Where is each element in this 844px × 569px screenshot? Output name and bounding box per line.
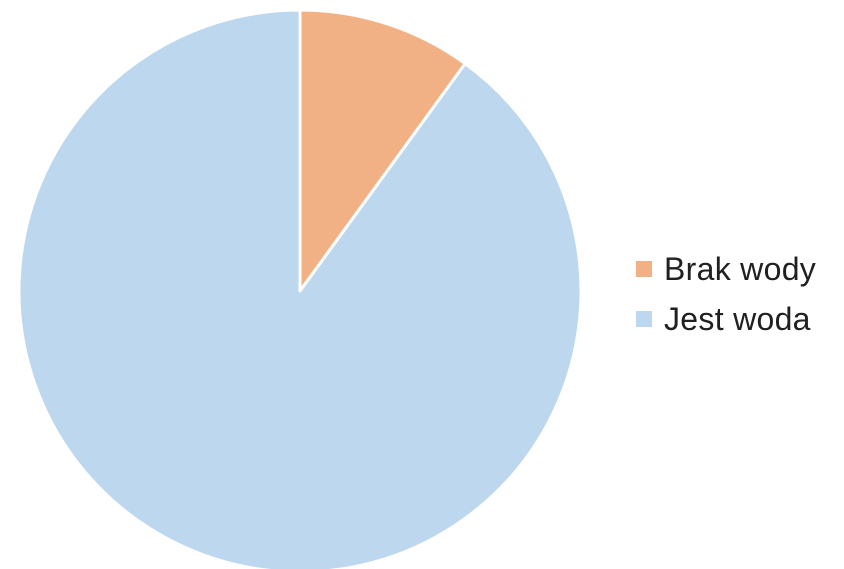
legend-label-jest-woda: Jest woda xyxy=(664,300,811,337)
legend-item-jest-woda: Jest woda xyxy=(636,294,816,344)
pie-slice-brak-wody xyxy=(298,8,467,293)
legend-swatch-jest-woda xyxy=(636,311,652,327)
legend-swatch-brak-wody xyxy=(636,261,652,277)
pie-slice-jest-woda xyxy=(17,8,583,569)
legend: Brak wody Jest woda xyxy=(636,244,816,344)
legend-item-brak-wody: Brak wody xyxy=(636,244,816,294)
legend-label-brak-wody: Brak wody xyxy=(664,250,817,287)
